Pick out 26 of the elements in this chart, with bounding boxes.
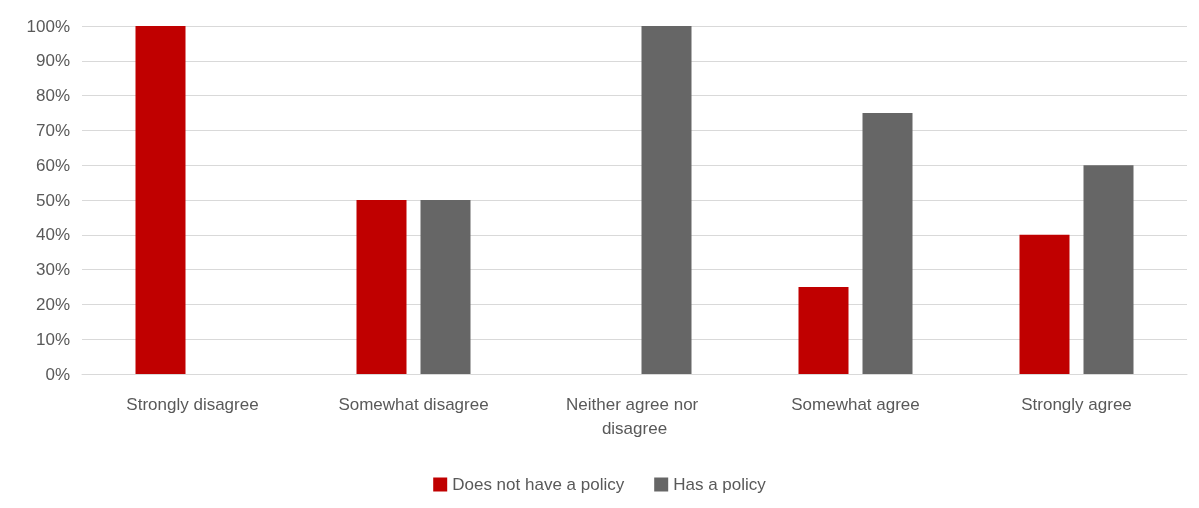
bar xyxy=(356,200,407,374)
bar xyxy=(641,26,692,374)
x-tick-label: Somewhat disagree xyxy=(338,394,489,414)
bar xyxy=(862,113,913,374)
y-tick-label: 50% xyxy=(35,190,70,210)
x-tick-label: Strongly disagree xyxy=(126,394,259,414)
bar xyxy=(1019,234,1070,374)
x-tick-label: Somewhat agree xyxy=(791,394,920,414)
y-tick-label: 60% xyxy=(35,155,70,175)
bar xyxy=(1083,165,1134,374)
bar xyxy=(420,200,471,374)
legend-label: Has a policy xyxy=(673,475,767,494)
y-tick-label: 90% xyxy=(35,51,70,71)
y-tick-label: 100% xyxy=(26,16,70,36)
x-tick-label: Neither agree nor disagree xyxy=(565,394,704,438)
y-tick-label: 80% xyxy=(35,86,70,106)
y-tick-label: 10% xyxy=(35,329,70,349)
y-tick-label: 0% xyxy=(45,364,70,384)
legend-label: Does not have a policy xyxy=(452,475,625,494)
bar xyxy=(135,26,186,374)
bar xyxy=(798,287,849,374)
y-tick-label: 40% xyxy=(35,225,70,245)
x-tick-label: Strongly agree xyxy=(1021,394,1132,414)
y-tick-label: 20% xyxy=(35,294,70,314)
y-tick-label: 30% xyxy=(35,260,70,280)
y-tick-label: 70% xyxy=(35,120,70,140)
